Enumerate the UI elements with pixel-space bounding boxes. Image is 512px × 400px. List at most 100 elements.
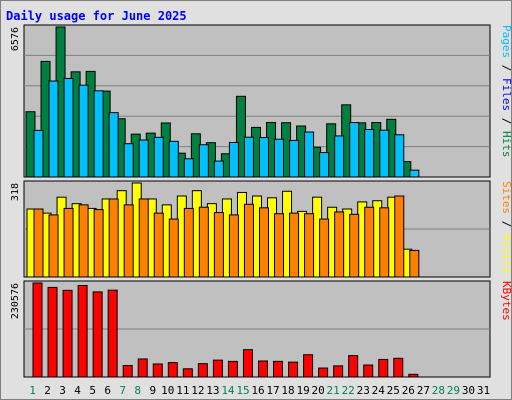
bar-sites-day-1 bbox=[33, 208, 44, 278]
bar-files-day-4 bbox=[78, 84, 89, 178]
panel-hits-files-pages-max-label: 6576 bbox=[10, 27, 21, 51]
bar-files-day-15 bbox=[243, 136, 254, 178]
series-label-segment: / bbox=[500, 58, 512, 78]
bar-files-day-1 bbox=[33, 129, 44, 178]
bar-sites-day-25 bbox=[394, 195, 405, 278]
bar-sites-day-5 bbox=[93, 209, 104, 278]
x-tick-day-9: 9 bbox=[149, 384, 156, 397]
x-tick-day-25: 25 bbox=[387, 384, 400, 397]
bar-kbytes-day-2 bbox=[47, 286, 58, 378]
bar-sites-day-12 bbox=[198, 206, 209, 278]
series-label-segment: Sites bbox=[500, 181, 512, 214]
bar-files-day-12 bbox=[198, 144, 209, 178]
bar-kbytes-day-19 bbox=[303, 354, 314, 378]
bar-sites-day-17 bbox=[274, 213, 285, 278]
x-tick-day-27: 27 bbox=[417, 384, 430, 397]
x-tick-day-23: 23 bbox=[357, 384, 370, 397]
bar-kbytes-day-20 bbox=[318, 367, 329, 378]
bar-kbytes-day-8 bbox=[137, 358, 148, 378]
bar-files-day-23 bbox=[364, 128, 375, 178]
bar-sites-day-14 bbox=[228, 214, 239, 278]
x-tick-day-17: 17 bbox=[266, 384, 279, 397]
bar-files-day-3 bbox=[63, 77, 74, 178]
bar-sites-day-9 bbox=[153, 212, 164, 278]
x-tick-day-2: 2 bbox=[44, 384, 51, 397]
bar-sites-day-8 bbox=[138, 198, 149, 278]
bar-sites-day-20 bbox=[319, 218, 330, 278]
bar-sites-day-3 bbox=[63, 207, 74, 278]
bar-sites-day-16 bbox=[258, 207, 269, 278]
bar-files-day-21 bbox=[334, 135, 345, 178]
bar-sites-day-10 bbox=[168, 218, 179, 278]
bar-kbytes-day-5 bbox=[92, 291, 103, 378]
bar-files-day-26 bbox=[409, 169, 420, 178]
x-tick-day-3: 3 bbox=[59, 384, 66, 397]
bar-sites-day-26 bbox=[409, 249, 420, 278]
bar-kbytes-day-6 bbox=[107, 289, 118, 378]
bar-files-day-18 bbox=[289, 139, 300, 178]
bar-files-day-7 bbox=[123, 143, 134, 178]
series-label-segment: Pages bbox=[500, 25, 512, 58]
bar-sites-day-18 bbox=[289, 212, 300, 278]
x-tick-day-16: 16 bbox=[251, 384, 264, 397]
series-label-segment: Visits bbox=[500, 234, 512, 274]
panel-visits-sites-max-label: 318 bbox=[10, 183, 21, 201]
x-tick-day-21: 21 bbox=[327, 384, 340, 397]
x-tick-day-4: 4 bbox=[74, 384, 81, 397]
panel-kbytes-max-label: 230576 bbox=[10, 283, 21, 319]
bar-kbytes-day-25 bbox=[393, 357, 404, 378]
x-tick-day-18: 18 bbox=[281, 384, 294, 397]
x-tick-day-13: 13 bbox=[206, 384, 219, 397]
bar-sites-day-15 bbox=[243, 203, 254, 278]
x-tick-day-6: 6 bbox=[104, 384, 111, 397]
panel-visits-sites-series-label: Sites / Visits bbox=[500, 181, 512, 274]
bar-sites-day-24 bbox=[379, 207, 390, 278]
bar-kbytes-day-24 bbox=[378, 358, 389, 378]
x-tick-day-26: 26 bbox=[402, 384, 415, 397]
bar-hits-day-15 bbox=[235, 95, 246, 178]
bar-files-day-19 bbox=[304, 131, 315, 178]
bar-files-day-5 bbox=[93, 90, 104, 178]
bar-kbytes-day-18 bbox=[288, 361, 299, 378]
series-label-segment: KBytes bbox=[500, 281, 512, 321]
bar-kbytes-day-22 bbox=[348, 355, 359, 378]
x-tick-day-22: 22 bbox=[342, 384, 355, 397]
bar-kbytes-day-14 bbox=[227, 360, 238, 378]
bar-sites-day-4 bbox=[78, 204, 89, 278]
bar-kbytes-day-10 bbox=[167, 362, 178, 378]
x-tick-day-20: 20 bbox=[312, 384, 325, 397]
bar-files-day-11 bbox=[183, 158, 194, 178]
chart-title: Daily usage for June 2025 bbox=[6, 9, 187, 23]
bar-kbytes-day-3 bbox=[62, 289, 73, 378]
bar-kbytes-day-4 bbox=[77, 284, 88, 378]
bar-sites-day-21 bbox=[334, 211, 345, 278]
bar-sites-day-13 bbox=[213, 212, 224, 278]
bar-files-day-24 bbox=[379, 129, 390, 178]
series-label-segment: / bbox=[500, 111, 512, 131]
bar-kbytes-day-11 bbox=[182, 368, 193, 378]
x-tick-day-28: 28 bbox=[432, 384, 445, 397]
bar-files-day-14 bbox=[228, 141, 239, 178]
bar-files-day-25 bbox=[394, 134, 405, 178]
bar-files-day-17 bbox=[274, 138, 285, 178]
bar-kbytes-day-7 bbox=[122, 365, 133, 378]
bar-sites-day-6 bbox=[108, 198, 119, 278]
x-tick-day-7: 7 bbox=[119, 384, 126, 397]
x-tick-day-5: 5 bbox=[89, 384, 96, 397]
series-label-segment: / bbox=[500, 214, 512, 234]
bar-kbytes-day-23 bbox=[363, 364, 374, 378]
x-tick-day-14: 14 bbox=[221, 384, 235, 397]
bar-kbytes-day-17 bbox=[273, 360, 284, 378]
bar-files-day-16 bbox=[258, 137, 269, 178]
x-tick-day-12: 12 bbox=[191, 384, 204, 397]
series-label-segment: Hits bbox=[500, 131, 512, 158]
bar-kbytes-day-12 bbox=[197, 363, 208, 378]
bar-kbytes-day-1 bbox=[32, 282, 43, 378]
x-tick-day-29: 29 bbox=[447, 384, 460, 397]
bar-kbytes-day-13 bbox=[212, 359, 223, 378]
bar-files-day-9 bbox=[153, 136, 164, 178]
bar-sites-day-11 bbox=[183, 207, 194, 278]
bar-kbytes-day-16 bbox=[257, 360, 268, 378]
bar-kbytes-day-9 bbox=[152, 363, 163, 378]
